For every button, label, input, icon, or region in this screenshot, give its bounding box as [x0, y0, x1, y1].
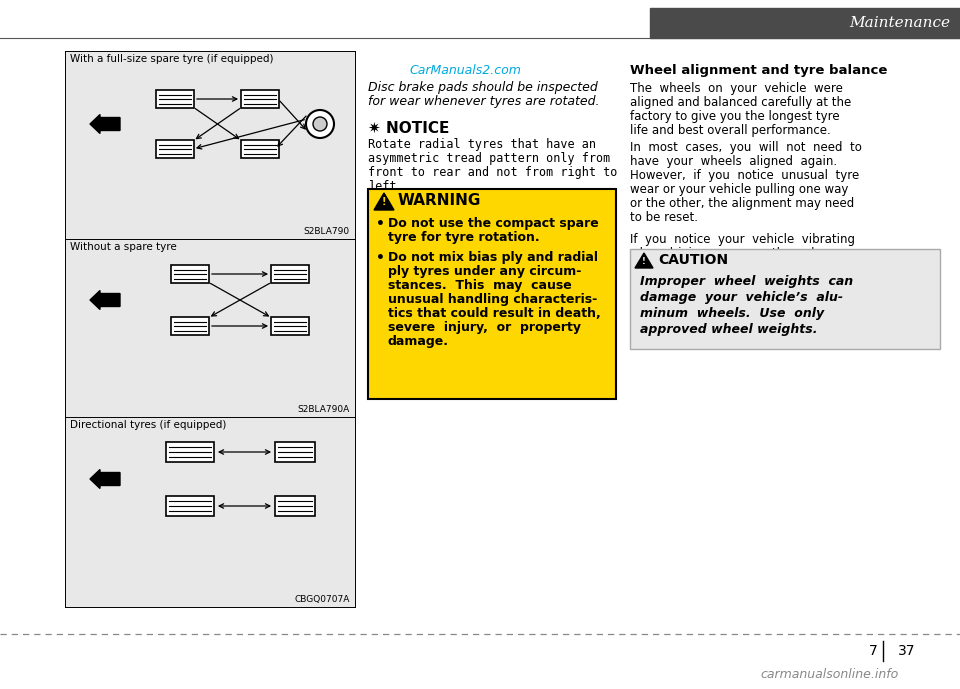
Bar — [630, 249, 940, 349]
FancyArrow shape — [90, 291, 120, 309]
Text: •: • — [376, 217, 385, 231]
Text: •: • — [376, 251, 385, 265]
Text: wear or your vehicle pulling one way: wear or your vehicle pulling one way — [630, 183, 849, 196]
Polygon shape — [374, 193, 394, 210]
Text: CBGQ0707A: CBGQ0707A — [295, 595, 350, 604]
Text: Rotate radial tyres that have an: Rotate radial tyres that have an — [368, 138, 596, 151]
Bar — [65, 51, 355, 607]
Text: CAUTION: CAUTION — [658, 253, 728, 267]
FancyArrow shape — [90, 469, 120, 489]
Text: Without a spare tyre: Without a spare tyre — [70, 242, 177, 252]
Text: With a full-size spare tyre (if equipped): With a full-size spare tyre (if equipped… — [70, 54, 274, 64]
Bar — [368, 189, 616, 399]
Text: Improper  wheel  weights  can: Improper wheel weights can — [640, 275, 853, 288]
Text: Do not mix bias ply and radial: Do not mix bias ply and radial — [388, 251, 598, 264]
Text: Directional tyres (if equipped): Directional tyres (if equipped) — [70, 420, 227, 430]
Text: life and best overall performance.: life and best overall performance. — [630, 124, 830, 137]
Text: However,  if  you  notice  unusual  tyre: However, if you notice unusual tyre — [630, 169, 859, 182]
Bar — [275, 496, 315, 516]
Text: If  you  notice  your  vehicle  vibrating: If you notice your vehicle vibrating — [630, 233, 855, 246]
Circle shape — [313, 117, 327, 131]
Text: wheels may need to be rebalanced.: wheels may need to be rebalanced. — [630, 261, 842, 274]
Text: Wheel alignment and tyre balance: Wheel alignment and tyre balance — [630, 64, 887, 77]
Text: damage.: damage. — [388, 335, 449, 348]
Text: front to rear and not from right to: front to rear and not from right to — [368, 166, 617, 179]
Text: ✷ NOTICE: ✷ NOTICE — [368, 121, 449, 136]
Text: when driving on a smooth road, your: when driving on a smooth road, your — [630, 247, 849, 260]
Bar — [171, 265, 209, 283]
Text: Disc brake pads should be inspected: Disc brake pads should be inspected — [368, 81, 598, 94]
Bar — [241, 140, 279, 158]
Text: !: ! — [382, 197, 386, 207]
Text: approved wheel weights.: approved wheel weights. — [640, 323, 818, 336]
Text: The  wheels  on  your  vehicle  were: The wheels on your vehicle were — [630, 82, 843, 95]
Text: S2BLA790: S2BLA790 — [304, 227, 350, 236]
Bar — [156, 90, 194, 108]
Text: asymmetric tread pattern only from: asymmetric tread pattern only from — [368, 152, 611, 165]
Text: 37: 37 — [898, 644, 916, 658]
Text: stances.  This  may  cause: stances. This may cause — [388, 279, 572, 292]
Text: to be reset.: to be reset. — [630, 211, 698, 224]
Bar — [166, 442, 214, 462]
Bar — [241, 90, 279, 108]
Bar — [275, 442, 315, 462]
Text: S2BLA790A: S2BLA790A — [298, 405, 350, 414]
Text: tyre for tyre rotation.: tyre for tyre rotation. — [388, 231, 540, 244]
Polygon shape — [635, 253, 653, 268]
Text: left.: left. — [368, 180, 403, 193]
Text: damage  your  vehicle’s  alu-: damage your vehicle’s alu- — [640, 291, 843, 304]
Bar — [171, 317, 209, 335]
Text: unusual handling characteris-: unusual handling characteris- — [388, 293, 597, 306]
Text: Maintenance: Maintenance — [849, 16, 950, 30]
Bar — [156, 140, 194, 158]
Text: or the other, the alignment may need: or the other, the alignment may need — [630, 197, 854, 210]
Text: for wear whenever tyres are rotated.: for wear whenever tyres are rotated. — [368, 95, 599, 108]
Text: Do not use the compact spare: Do not use the compact spare — [388, 217, 599, 230]
Text: factory to give you the longest tyre: factory to give you the longest tyre — [630, 110, 840, 123]
Text: aligned and balanced carefully at the: aligned and balanced carefully at the — [630, 96, 852, 109]
Bar — [650, 8, 960, 38]
FancyArrow shape — [90, 114, 120, 134]
Text: WARNING: WARNING — [398, 193, 481, 208]
Text: tics that could result in death,: tics that could result in death, — [388, 307, 601, 320]
Text: minum  wheels.  Use  only: minum wheels. Use only — [640, 307, 824, 320]
Circle shape — [306, 110, 334, 138]
Text: In  most  cases,  you  will  not  need  to: In most cases, you will not need to — [630, 141, 862, 154]
Bar — [271, 317, 309, 335]
Text: ply tyres under any circum-: ply tyres under any circum- — [388, 265, 582, 278]
Text: carmanualsonline.info: carmanualsonline.info — [761, 668, 900, 681]
Text: severe  injury,  or  property: severe injury, or property — [388, 321, 581, 334]
Text: 7: 7 — [869, 644, 878, 658]
Text: have  your  wheels  aligned  again.: have your wheels aligned again. — [630, 155, 837, 168]
Text: !: ! — [642, 258, 646, 267]
Bar — [271, 265, 309, 283]
Text: CarManuals2.com: CarManuals2.com — [409, 64, 521, 77]
Bar — [166, 496, 214, 516]
